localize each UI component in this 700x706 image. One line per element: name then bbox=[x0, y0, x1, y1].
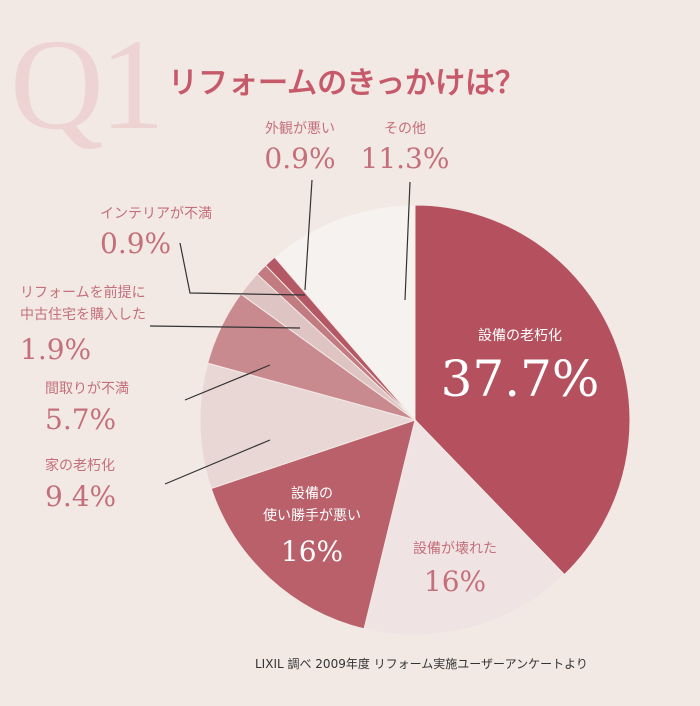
value-label: 37.7% bbox=[440, 350, 600, 408]
leader-line bbox=[149, 325, 301, 329]
leader-line bbox=[404, 181, 411, 301]
value-label: 11.3% bbox=[360, 142, 450, 175]
value-label: 16% bbox=[280, 535, 344, 568]
leader-line bbox=[304, 179, 313, 291]
pie-slice bbox=[210, 419, 416, 630]
slice-label: インテリアが不満 bbox=[100, 206, 212, 222]
pie-slice bbox=[363, 419, 566, 636]
pie-slice bbox=[414, 204, 631, 576]
slice-label: その他 bbox=[384, 121, 426, 137]
value-label: 16% bbox=[423, 565, 487, 598]
slice-label: リフォームを前提に 中古住宅を購入した bbox=[20, 285, 146, 323]
value-label: 0.9% bbox=[100, 227, 172, 260]
pie-slice bbox=[273, 204, 416, 422]
slice-label: 外観が悪い bbox=[265, 121, 335, 137]
leader-line bbox=[179, 242, 306, 296]
slice-label: 設備が壊れた bbox=[413, 541, 497, 557]
value-label: 1.9% bbox=[20, 333, 92, 366]
slice-label: 設備の 使い勝手が悪い bbox=[263, 486, 361, 524]
slice-label: 家の老朽化 bbox=[45, 458, 115, 474]
leader-line bbox=[164, 439, 271, 485]
source-note: LIXIL 調べ 2009年度 リフォーム実施ユーザーアンケートより bbox=[255, 657, 588, 671]
value-label: 0.9% bbox=[264, 142, 336, 175]
value-label: 9.4% bbox=[45, 480, 117, 513]
chart-title: リフォームのきっかけは？ bbox=[168, 66, 525, 101]
slice-label: 設備の老朽化 bbox=[478, 328, 562, 344]
slice-label: 間取りが不満 bbox=[45, 381, 129, 397]
pie-slice bbox=[199, 362, 417, 490]
leader-line bbox=[184, 364, 271, 401]
value-label: 5.7% bbox=[45, 403, 117, 436]
question-number: Q1 bbox=[10, 13, 165, 157]
